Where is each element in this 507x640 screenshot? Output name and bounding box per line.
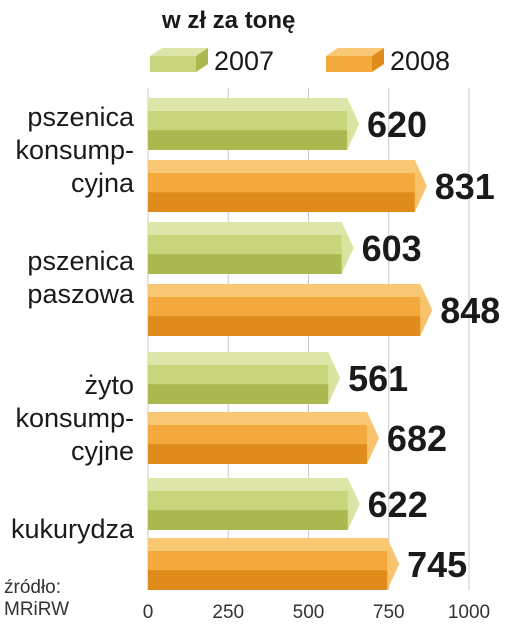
value-label-0-2007: 620 (367, 104, 427, 145)
bar-0-2008-top-face (148, 160, 421, 173)
bar-1-2007-bottom-face (148, 254, 345, 274)
bar-3-2008-bottom-face (148, 570, 391, 590)
category-label-2-line0: żyto (84, 370, 134, 400)
x-tick-label-250: 250 (212, 602, 244, 623)
bar-1-2008 (148, 284, 433, 336)
x-tick-label-0: 0 (143, 602, 154, 623)
category-label-0-line0: pszenica (27, 102, 135, 132)
bar-0-2007-top-face (148, 98, 354, 111)
bar-0-2008 (148, 160, 427, 212)
x-tick-label-1000: 1000 (448, 602, 490, 623)
bar-1-2007 (148, 222, 354, 274)
bar-0-2007-tip (347, 98, 360, 150)
bar-0-2008-tip (414, 160, 427, 212)
x-tick-label-500: 500 (293, 602, 325, 623)
bar-1-2007-tip (341, 222, 354, 274)
bar-3-2007 (148, 478, 360, 530)
bar-1-2007-top-face (148, 222, 348, 235)
category-label-2-line1: konsump- (15, 403, 134, 433)
category-label-0-line1: konsump- (15, 135, 134, 165)
bar-2-2007-tip (328, 352, 341, 404)
bar-1-2008-bottom-face (148, 316, 424, 336)
bar-2-2008 (148, 412, 379, 464)
unit-label: w zł za tonę (161, 7, 295, 34)
bar-1-2008-top-face (148, 284, 427, 297)
x-tick-label-750: 750 (373, 602, 405, 623)
bar-3-2008-tip (387, 538, 400, 590)
bar-3-2007-bottom-face (148, 510, 351, 530)
bar-3-2007-top-face (148, 478, 354, 491)
value-label-0-2008: 831 (435, 166, 495, 207)
bar-3-2008 (148, 538, 400, 590)
source-label-line1: źródło: (4, 577, 61, 598)
value-label-3-2008: 745 (407, 544, 467, 585)
bar-2-2007-bottom-face (148, 384, 332, 404)
bar-2-2007-top-face (148, 352, 335, 365)
bar-2-2008-top-face (148, 412, 373, 425)
legend-label-2008: 2008 (390, 46, 450, 76)
bar-2-2007 (148, 352, 341, 404)
legend: 2007 2008 (150, 46, 450, 76)
category-label-3-line0: kukurydza (11, 514, 135, 544)
source-label-line2: MRiRW (4, 599, 69, 620)
bar-2-2008-bottom-face (148, 444, 370, 464)
bar-2-2008-tip (366, 412, 379, 464)
x-axis-ticks: 0 250 500 750 1000 (143, 602, 490, 623)
legend-swatch-2007 (150, 48, 208, 72)
category-label-2-line2: cyjne (71, 436, 134, 466)
bar-0-2008-bottom-face (148, 192, 418, 212)
bar-3-2007-tip (347, 478, 360, 530)
value-label-2-2008: 682 (387, 418, 447, 459)
legend-swatch-2008 (326, 48, 384, 72)
bar-0-2007-bottom-face (148, 130, 351, 150)
category-labels: pszenicakonsump-cyjnapszenicapaszoważyto… (11, 102, 135, 544)
category-label-1-line1: paszowa (27, 279, 135, 309)
value-label-1-2007: 603 (362, 228, 422, 269)
value-label-2-2007: 561 (348, 358, 408, 399)
bar-0-2007 (148, 98, 360, 150)
bar-3-2008-top-face (148, 538, 394, 551)
category-label-0-line2: cyjna (71, 168, 135, 198)
category-label-1-line0: pszenica (27, 246, 135, 276)
value-label-3-2007: 622 (368, 484, 428, 525)
legend-label-2007: 2007 (214, 46, 274, 76)
value-label-1-2008: 848 (440, 290, 500, 331)
bar-1-2008-tip (420, 284, 433, 336)
